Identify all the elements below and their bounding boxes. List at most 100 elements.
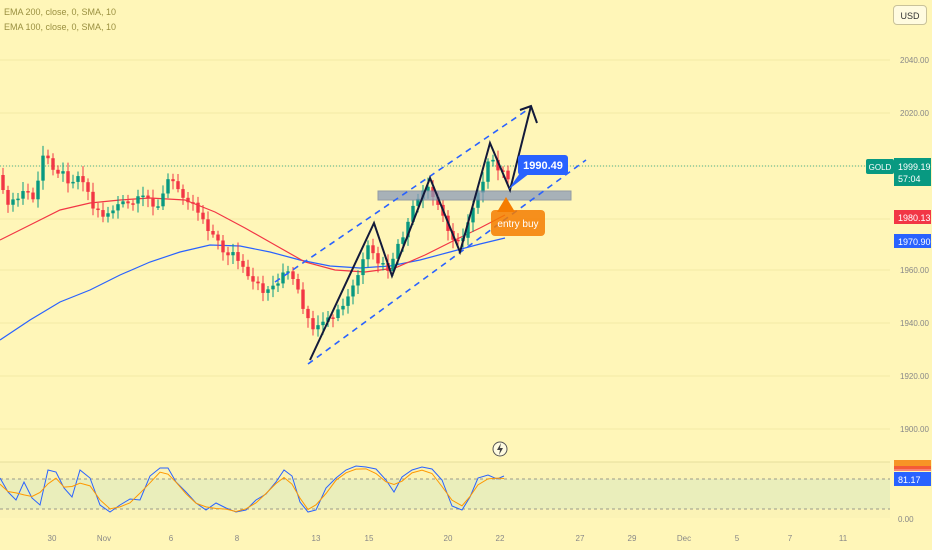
price-tick: 1960.00 — [900, 266, 929, 275]
arrow-head-icon — [519, 104, 538, 124]
candle-body — [71, 181, 75, 184]
candle-body — [11, 199, 15, 205]
channel-upper-line[interactable] — [274, 107, 531, 283]
candle-body — [281, 272, 285, 284]
candle-body — [411, 205, 415, 222]
candle-body — [396, 243, 400, 259]
time-ticks: 30 Nov 6 8 13 15 20 22 27 29 Dec 5 7 11 — [48, 534, 848, 543]
candle-body — [426, 186, 430, 191]
candle-body — [21, 191, 25, 199]
candle-body — [276, 283, 280, 286]
candle-body — [1, 175, 5, 190]
candle-body — [481, 181, 485, 193]
candle-body — [16, 198, 20, 201]
lightning-icon[interactable] — [492, 441, 508, 457]
time-tick: 5 — [735, 534, 740, 543]
time-tick: 13 — [312, 534, 321, 543]
candle-body — [31, 192, 35, 200]
zigzag-projection[interactable] — [309, 105, 532, 361]
channel-lower-line[interactable] — [307, 159, 587, 365]
time-tick: Dec — [677, 534, 691, 543]
candle-body — [201, 212, 205, 220]
candle-body — [321, 321, 325, 326]
countdown-value: 57:04 — [898, 174, 921, 184]
svg-text:1970.90: 1970.90 — [898, 237, 931, 247]
candle-body — [161, 193, 165, 207]
legend-ema-200[interactable]: EMA 200, close, 0, SMA, 10 — [4, 7, 117, 17]
candle-body — [176, 181, 180, 190]
candle-body — [221, 240, 225, 253]
candle-body — [261, 283, 265, 293]
currency-button[interactable]: USD — [893, 5, 927, 25]
candle-body — [291, 271, 295, 280]
candle-body — [196, 202, 200, 213]
svg-text:1980.13: 1980.13 — [898, 213, 931, 223]
ema-blue-line — [0, 237, 506, 341]
oscillator-d-line — [0, 468, 505, 513]
time-tick: 8 — [235, 534, 240, 543]
candle-body — [211, 231, 215, 235]
time-tick: 15 — [365, 534, 374, 543]
candle-body — [491, 159, 495, 162]
candle-body — [26, 191, 30, 193]
oscillator-band — [0, 479, 890, 509]
candle-body — [266, 289, 270, 293]
price-callout[interactable]: 1990.49 — [508, 155, 568, 190]
svg-text:81.17: 81.17 — [898, 475, 921, 485]
candle-body — [486, 161, 490, 182]
time-axis[interactable] — [0, 530, 932, 550]
candle-body — [341, 305, 345, 310]
candle-body — [256, 281, 260, 284]
candle-body — [171, 179, 175, 182]
price-callout-label: 1990.49 — [523, 160, 563, 172]
price-axis[interactable] — [890, 0, 932, 530]
candle-body — [406, 221, 410, 238]
candle-body — [86, 182, 90, 192]
candle-body — [186, 197, 190, 203]
symbol-label: GOLD — [869, 163, 892, 172]
entry-callout-label: entry buy — [497, 219, 538, 230]
ema-blue-badge: 1970.90 — [894, 234, 931, 248]
price-tick: 1920.00 — [900, 372, 929, 381]
candle-body — [146, 195, 150, 199]
legend-ema-100[interactable]: EMA 100, close, 0, SMA, 10 — [4, 22, 117, 32]
time-tick: 7 — [788, 534, 793, 543]
candle-body — [466, 222, 470, 238]
candle-body — [216, 234, 220, 241]
time-tick: 27 — [576, 534, 585, 543]
candle-body — [36, 180, 40, 200]
candle-body — [91, 191, 95, 209]
candle-body — [121, 201, 125, 205]
price-tick: 2020.00 — [900, 109, 929, 118]
candle-body — [141, 195, 145, 198]
candle-body — [231, 252, 235, 256]
current-price-value: 1999.19 — [898, 162, 931, 172]
price-tick: 1900.00 — [900, 425, 929, 434]
candle-body — [156, 206, 160, 208]
candle-body — [436, 197, 440, 205]
ema-red-line — [0, 197, 506, 273]
candle-body — [306, 308, 310, 319]
candle-body — [351, 285, 355, 297]
candle-body — [126, 201, 130, 204]
candle-body — [286, 271, 290, 273]
candle-body — [391, 258, 395, 271]
entry-callout[interactable]: entry buy — [491, 197, 545, 236]
oscillator-value-badge: 81.17 — [894, 472, 931, 486]
candle-body — [296, 279, 300, 290]
oscillator-tick: 0.00 — [898, 515, 914, 524]
candle-body — [6, 190, 10, 205]
candle-body — [106, 213, 110, 217]
candle-body — [116, 204, 120, 211]
candle-body — [181, 189, 185, 198]
time-tick: 30 — [48, 534, 57, 543]
oscillator-badge-top — [894, 460, 931, 471]
time-tick: 29 — [628, 534, 637, 543]
candle-body — [81, 176, 85, 183]
candle-body — [366, 245, 370, 260]
candle-body — [61, 171, 65, 174]
candle-body — [191, 202, 195, 204]
candle-body — [496, 159, 500, 171]
candle-body — [96, 208, 100, 211]
